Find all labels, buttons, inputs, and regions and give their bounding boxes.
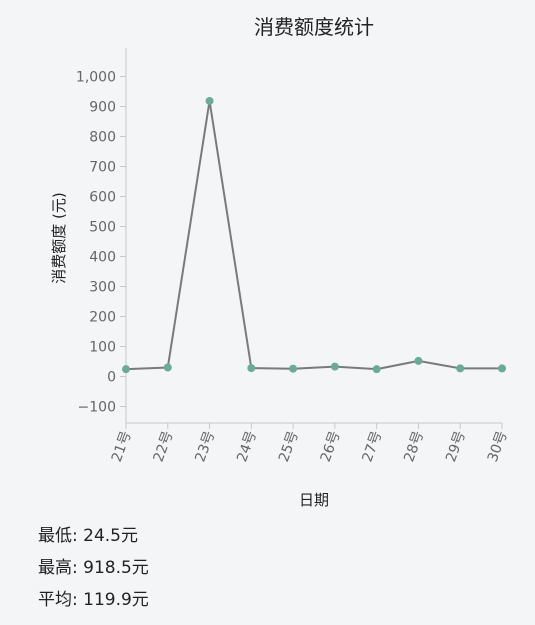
y-tick-label: −100: [78, 400, 116, 416]
data-point: [163, 363, 172, 372]
chart-title: 消费额度统计: [254, 15, 374, 39]
line-chart: 消费额度统计 −100 0 100 200 300 400 500 600 700 800 900 1…: [50, 15, 511, 509]
stats-panel: 最低: 24.5元 最高: 918.5元 平均: 119.9元: [38, 520, 149, 616]
series-line: [122, 96, 506, 374]
x-tick-label: 25号: [276, 429, 302, 464]
data-point: [498, 364, 506, 373]
y-tick-label: 200: [89, 310, 116, 326]
data-point: [372, 365, 381, 374]
x-axis: 21号 22号 23号 24号 25号 26号 27号 28号 29号 30号: [109, 422, 511, 464]
y-tick-label: 300: [89, 280, 116, 296]
x-tick-label: 28号: [401, 429, 427, 464]
y-tick-label: 500: [89, 220, 116, 236]
y-tick-label: 400: [89, 250, 116, 266]
data-point: [289, 364, 298, 373]
x-axis-label: 日期: [299, 491, 329, 509]
x-tick-label: 29号: [443, 429, 469, 464]
data-point: [247, 364, 256, 373]
x-tick-label: 24号: [234, 429, 260, 464]
x-tick-label: 27号: [360, 429, 386, 464]
x-tick-label: 23号: [192, 429, 218, 464]
x-tick-label: 26号: [318, 429, 344, 464]
data-point: [122, 365, 130, 374]
y-tick-label: 600: [89, 190, 116, 206]
y-tick-label: 800: [89, 130, 116, 146]
x-tick-label: 30号: [485, 429, 511, 464]
x-tick-label: 21号: [109, 429, 135, 464]
y-axis: −100 0 100 200 300 400 500 600 700 800 900 1,000: [76, 48, 127, 423]
y-tick-label: 100: [89, 340, 116, 356]
stat-min: 最低: 24.5元: [38, 526, 138, 546]
stat-avg: 平均: 119.9元: [38, 590, 149, 610]
data-point: [330, 362, 339, 371]
y-tick-label: 900: [89, 100, 116, 116]
data-point: [205, 96, 214, 105]
series-polyline: [125, 100, 502, 371]
y-tick-label: 1,000: [76, 70, 116, 86]
data-point: [414, 356, 423, 365]
x-tick-label: 22号: [151, 429, 177, 464]
y-tick-label: 0: [107, 370, 116, 386]
stat-max: 最高: 918.5元: [38, 558, 149, 578]
y-tick-label: 700: [89, 160, 116, 176]
data-point: [456, 364, 465, 373]
y-axis-label: 消费额度 (元): [50, 192, 68, 283]
